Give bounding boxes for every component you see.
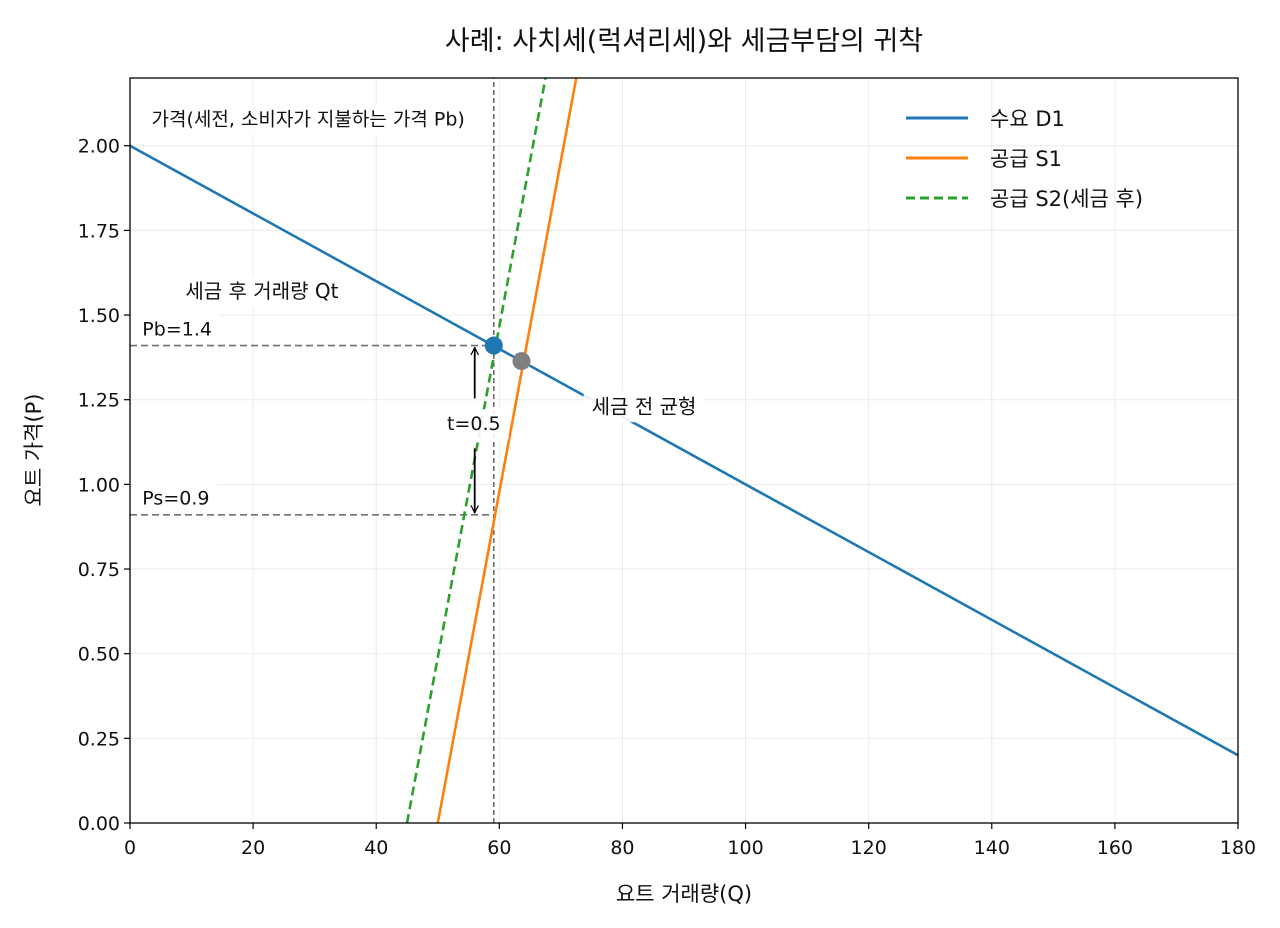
x-tick-label: 180 [1220, 837, 1256, 859]
x-tick-label: 20 [241, 837, 265, 859]
legend-supply-s2-label: 공급 S2(세금 후) [990, 187, 1143, 211]
x-tick-label: 0 [124, 837, 136, 859]
legend-demand-d1-label: 수요 D1 [990, 107, 1065, 131]
x-tick-label: 160 [1097, 837, 1133, 859]
supply-s1-line [436, 78, 578, 823]
y-tick-label: 1.50 [78, 305, 120, 327]
qt-label: 세금 후 거래량 Qt [185, 279, 338, 303]
pre-tax-equilibrium-label-background [583, 390, 705, 423]
y-tick-label: 1.75 [78, 220, 120, 242]
series-lines [130, 78, 1238, 823]
x-tick-label: 140 [974, 837, 1010, 859]
y-tick-label: 0.50 [78, 644, 120, 666]
pb-label: Pb=1.4 [142, 318, 212, 340]
ps-label-background [134, 483, 218, 514]
chart-title: 사례: 사치세(럭셔리세)와 세금부담의 귀착 [445, 26, 923, 57]
y-tick-label: 0.25 [78, 728, 120, 750]
x-tick-label: 80 [610, 837, 634, 859]
demand-d1-line [130, 144, 1238, 757]
pre-tax-equilibrium-point [512, 352, 531, 371]
ps-label: Ps=0.9 [142, 488, 209, 510]
x-tick-label: 60 [487, 837, 511, 859]
x-tick-label: 120 [851, 837, 887, 859]
qt-label-background [177, 275, 347, 308]
price-note-label: 가격(세전, 소비자가 지불하는 가격 Pb) [152, 108, 465, 130]
legend: 수요 D1 공급 S1 공급 S2(세금 후) [906, 107, 1143, 211]
plot-frame [129, 77, 1239, 824]
axis-ticks: 0 20 40 60 80 100 120 140 160 180 0.00 0.25 0.50 0.75… [78, 136, 1256, 859]
annotations: 가격(세전, 소비자가 지불하는 가격 Pb) 세금 후 거래량 Qt Pb=1.4… [134, 104, 705, 514]
pre-tax-equilibrium-label: 세금 전 균형 [592, 394, 697, 418]
tax-label-background [439, 409, 509, 440]
x-tick-label: 100 [727, 837, 763, 859]
y-tick-label: 0.00 [78, 813, 120, 835]
y-tick-label: 1.00 [78, 474, 120, 496]
x-axis-label: 요트 거래량(Q) [616, 882, 752, 906]
y-tick-label: 1.25 [78, 390, 120, 412]
supply-s2-line [405, 78, 547, 823]
legend-supply-s1-label: 공급 S1 [990, 147, 1062, 171]
reference-lines [130, 78, 495, 823]
pb-label-background [134, 314, 220, 345]
after-tax-equilibrium-point [484, 336, 503, 355]
y-axis-label: 요트 가격(P) [22, 393, 46, 506]
y-tick-label: 2.00 [78, 136, 120, 158]
price-note-label-background [143, 104, 473, 135]
x-tick-label: 40 [364, 837, 388, 859]
equilibrium-points [484, 336, 531, 371]
y-tick-label: 0.75 [78, 559, 120, 581]
tax-label: t=0.5 [447, 413, 501, 435]
